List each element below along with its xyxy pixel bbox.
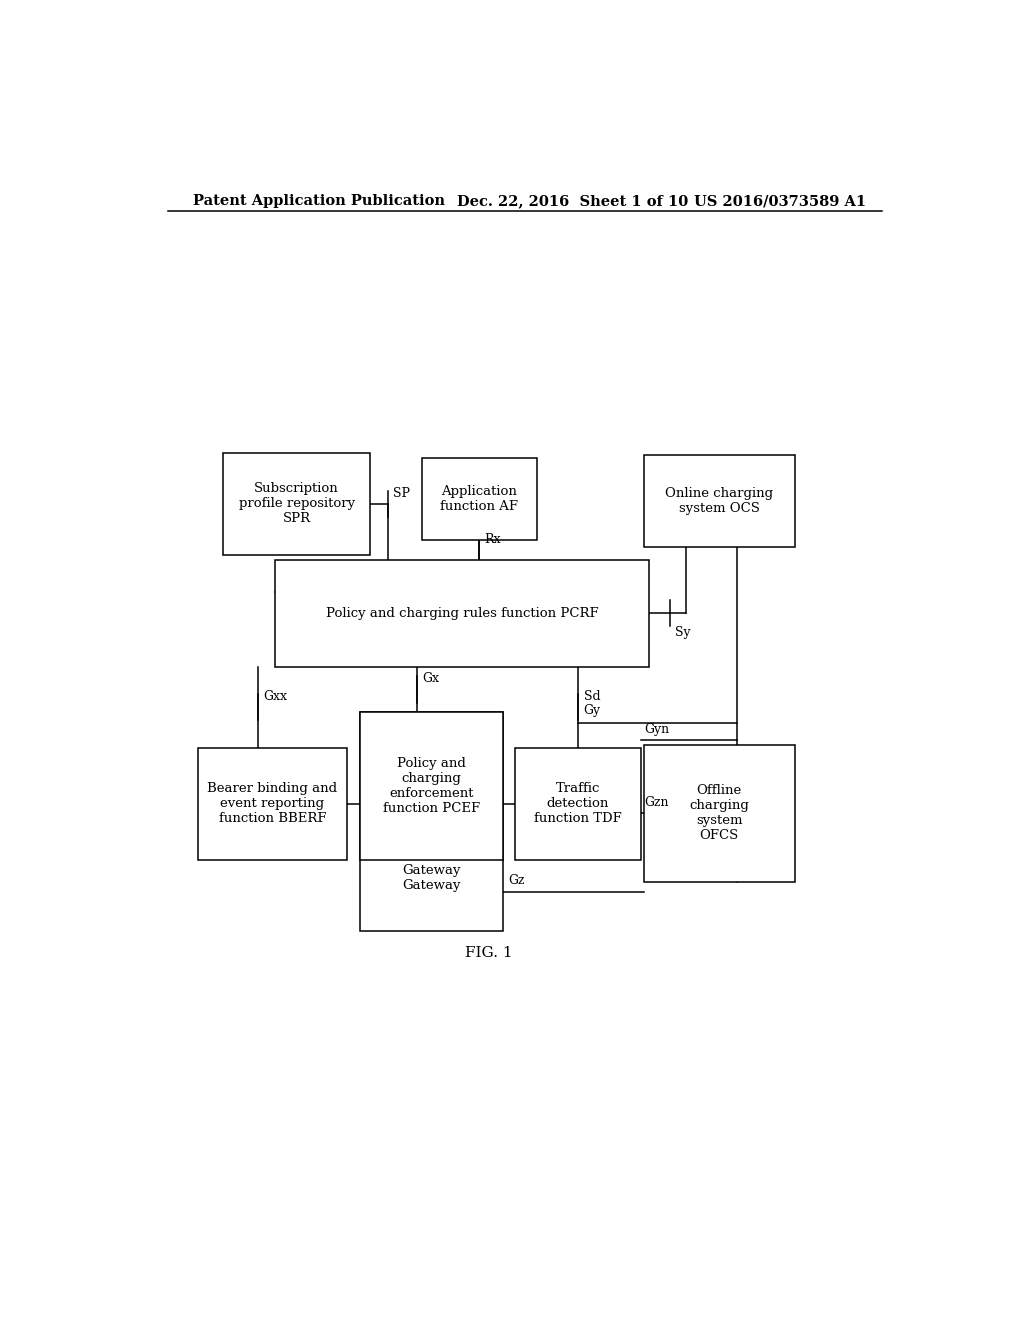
Text: Gzn: Gzn: [645, 796, 669, 809]
Text: Patent Application Publication: Patent Application Publication: [194, 194, 445, 209]
Bar: [644, 744, 795, 882]
Bar: [644, 455, 795, 546]
Bar: [359, 713, 503, 859]
Text: Rx: Rx: [484, 533, 501, 545]
Bar: [223, 453, 370, 554]
Text: Sd: Sd: [584, 690, 600, 704]
Bar: [422, 458, 537, 540]
Text: Gy: Gy: [584, 705, 601, 718]
Text: Gz: Gz: [508, 874, 524, 887]
Bar: [274, 560, 649, 667]
Text: Traffic
detection
function TDF: Traffic detection function TDF: [535, 783, 622, 825]
Text: Application
function AF: Application function AF: [440, 484, 518, 513]
Text: Offline
charging
system
OFCS: Offline charging system OFCS: [689, 784, 750, 842]
Text: Dec. 22, 2016  Sheet 1 of 10: Dec. 22, 2016 Sheet 1 of 10: [458, 194, 688, 209]
Text: Gx: Gx: [423, 672, 439, 685]
Text: Gyn: Gyn: [645, 723, 670, 735]
Text: Online charging
system OCS: Online charging system OCS: [666, 487, 773, 515]
Bar: [515, 748, 641, 859]
Text: Gxx: Gxx: [263, 690, 287, 704]
Text: Policy and charging rules function PCRF: Policy and charging rules function PCRF: [326, 607, 598, 619]
Text: Subscription
profile repository
SPR: Subscription profile repository SPR: [239, 483, 354, 525]
Text: FIG. 1: FIG. 1: [465, 946, 513, 960]
Bar: [359, 713, 503, 931]
Bar: [198, 748, 347, 859]
Text: Sy: Sy: [675, 626, 691, 639]
Text: Gateway
Gateway: Gateway Gateway: [401, 865, 461, 892]
Text: Bearer binding and
event reporting
function BBERF: Bearer binding and event reporting funct…: [208, 783, 338, 825]
Text: SP: SP: [393, 487, 410, 500]
Text: Policy and
charging
enforcement
function PCEF: Policy and charging enforcement function…: [383, 758, 479, 814]
Text: US 2016/0373589 A1: US 2016/0373589 A1: [694, 194, 866, 209]
